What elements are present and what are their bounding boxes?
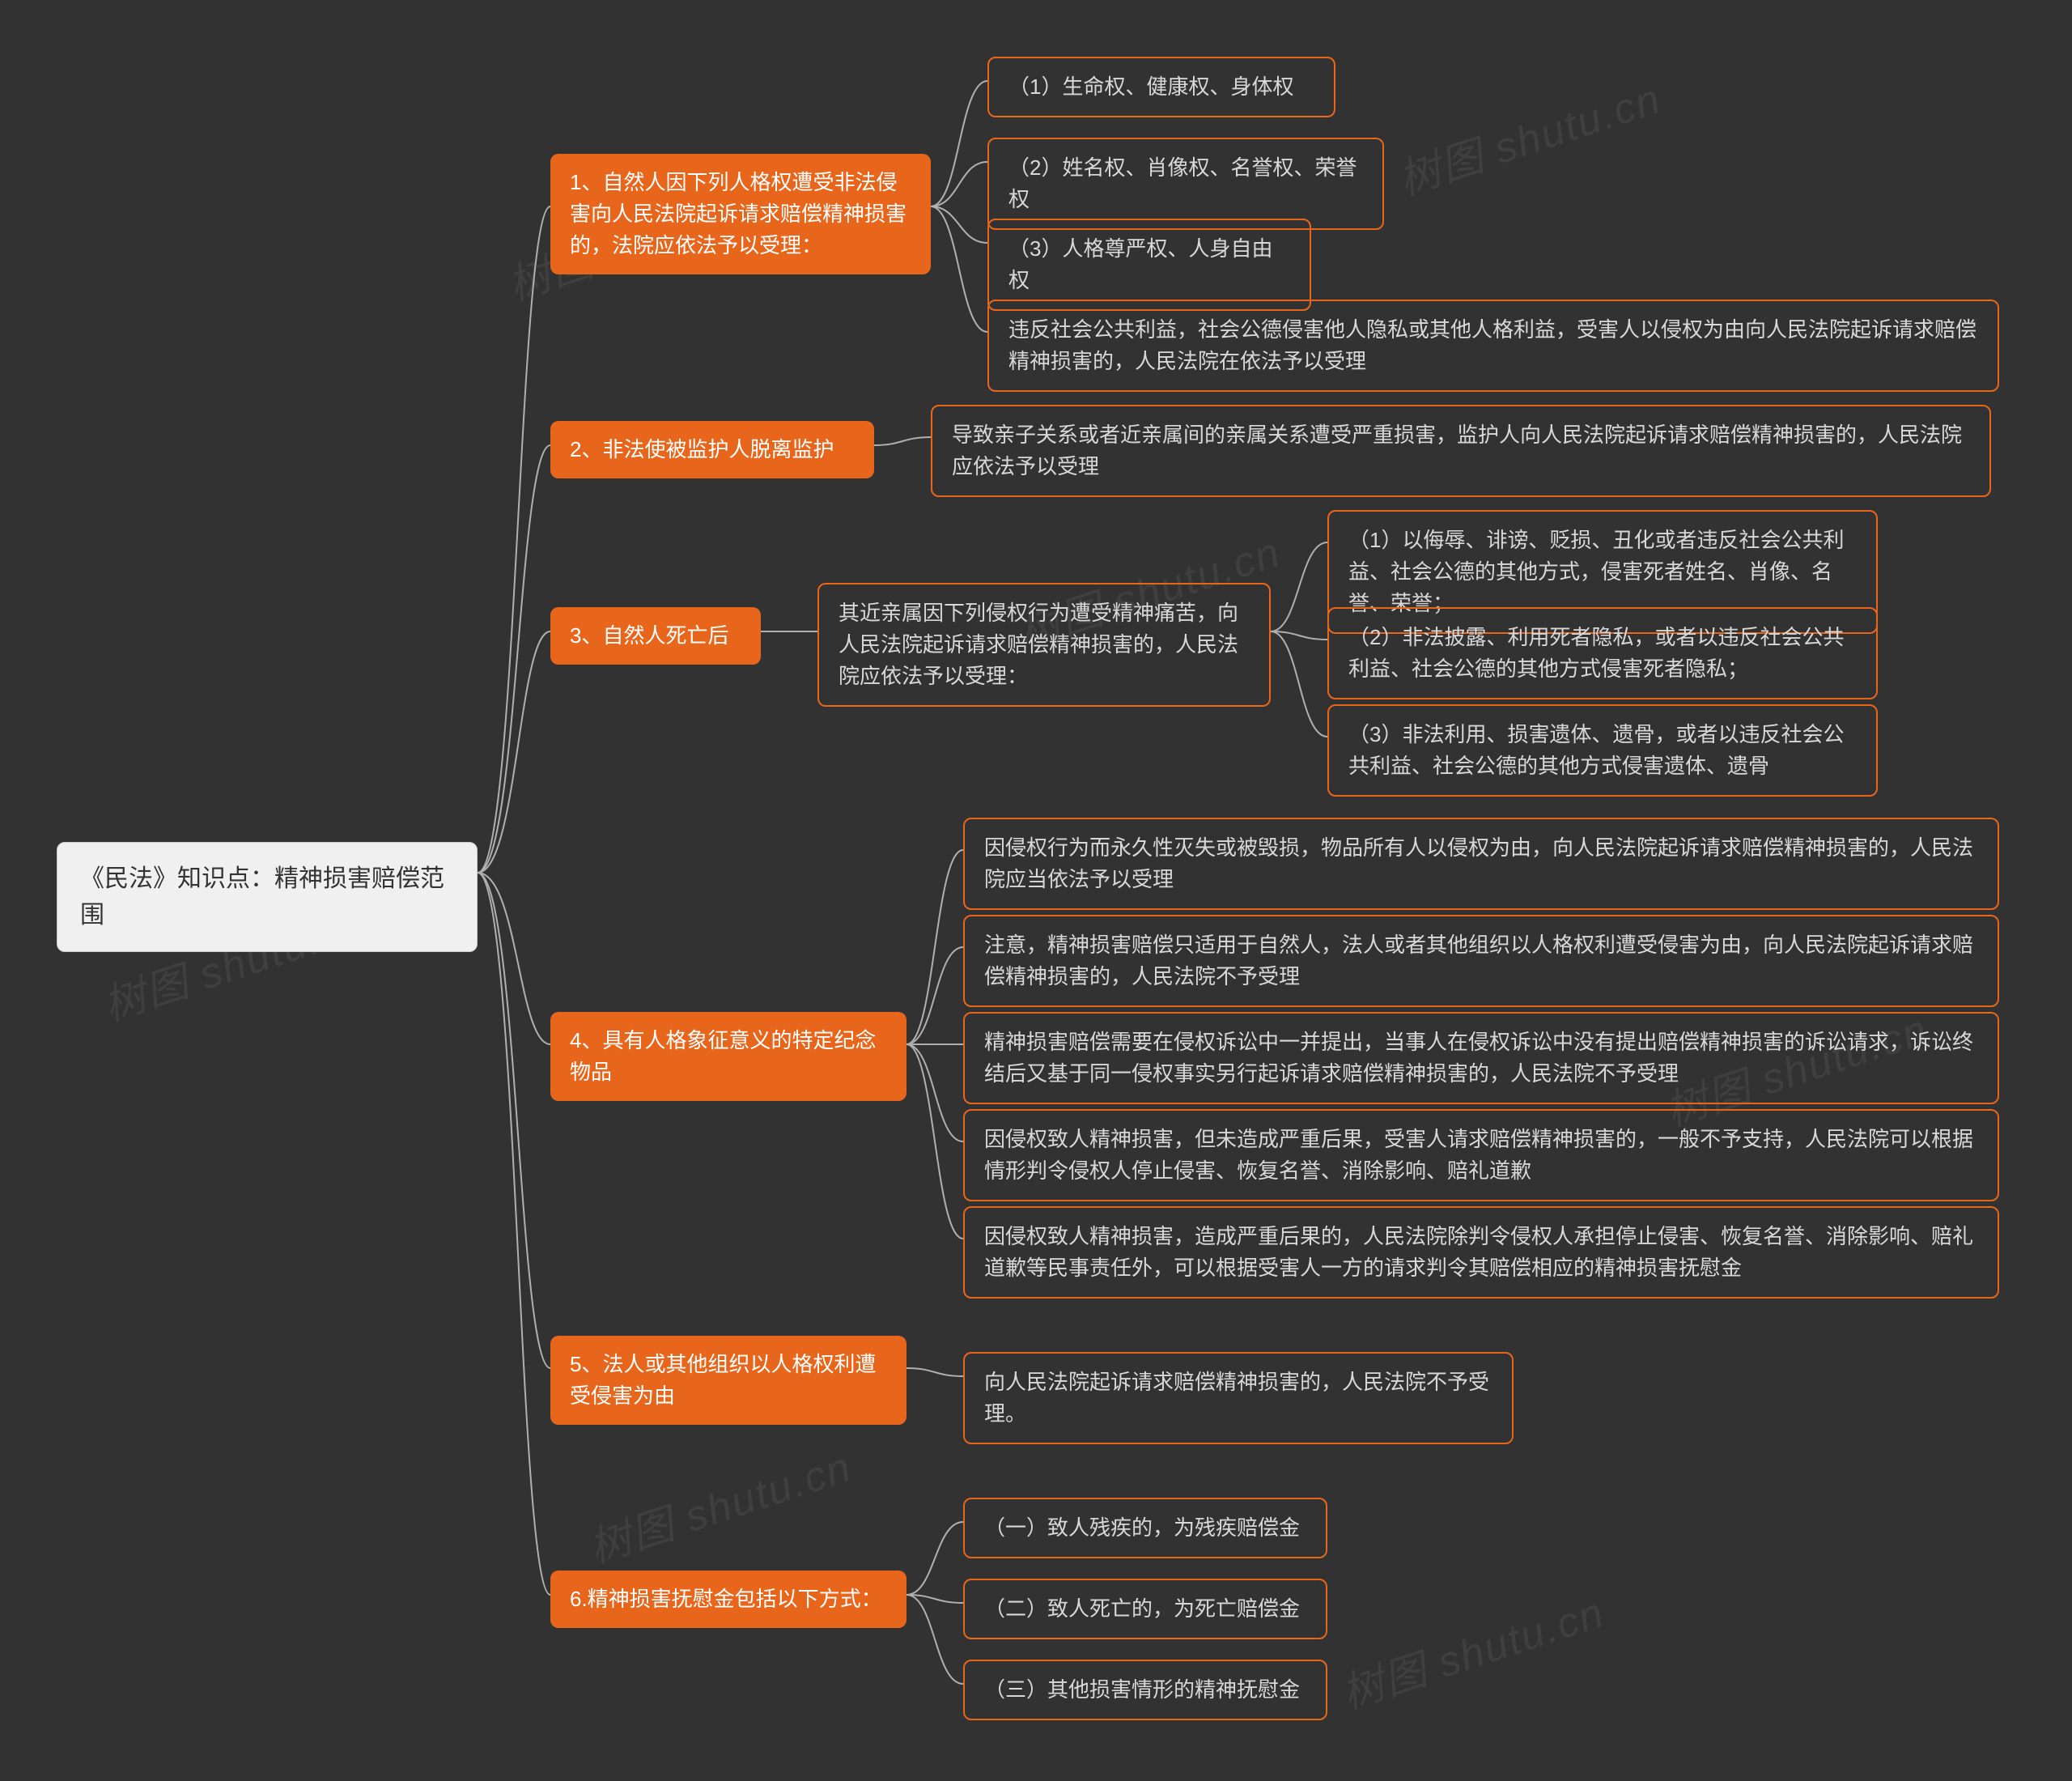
branch-1-child-4[interactable]: 违反社会公共利益，社会公德侵害他人隐私或其他人格利益，受害人以侵权为由向人民法院…: [987, 300, 1999, 392]
branch-4-child-3[interactable]: 精神损害赔偿需要在侵权诉讼中一并提出，当事人在侵权诉讼中没有提出赔偿精神损害的诉…: [963, 1012, 1999, 1104]
branch-6-child-1[interactable]: （一）致人残疾的，为残疾赔偿金: [963, 1498, 1327, 1558]
branch-4-child-5[interactable]: 因侵权致人精神损害，造成严重后果的，人民法院除判令侵权人承担停止侵害、恢复名誉、…: [963, 1206, 1999, 1299]
branch-5-child-1[interactable]: 向人民法院起诉请求赔偿精神损害的，人民法院不予受理。: [963, 1352, 1514, 1444]
watermark: 树图 shutu.cn: [1333, 1579, 1611, 1720]
branch-1-child-1[interactable]: （1）生命权、健康权、身体权: [987, 57, 1335, 117]
branch-6[interactable]: 6.精神损害抚慰金包括以下方式：: [550, 1571, 906, 1628]
branch-6-child-2[interactable]: （二）致人死亡的，为死亡赔偿金: [963, 1579, 1327, 1639]
branch-4[interactable]: 4、具有人格象征意义的特定纪念物品: [550, 1012, 906, 1101]
branch-4-child-2[interactable]: 注意，精神损害赔偿只适用于自然人，法人或者其他组织以人格权利遭受侵害为由，向人民…: [963, 915, 1999, 1007]
branch-5[interactable]: 5、法人或其他组织以人格权利遭受侵害为由: [550, 1336, 906, 1425]
branch-1-child-2[interactable]: （2）姓名权、肖像权、名誉权、荣誉权: [987, 138, 1384, 230]
branch-4-child-1[interactable]: 因侵权行为而永久性灭失或被毁损，物品所有人以侵权为由，向人民法院起诉请求赔偿精神…: [963, 818, 1999, 910]
branch-2-child-1[interactable]: 导致亲子关系或者近亲属间的亲属关系遭受严重损害，监护人向人民法院起诉请求赔偿精神…: [931, 405, 1991, 497]
branch-1[interactable]: 1、自然人因下列人格权遭受非法侵害向人民法院起诉请求赔偿精神损害的，法院应依法予…: [550, 154, 931, 274]
branch-6-child-3[interactable]: （三）其他损害情形的精神抚慰金: [963, 1660, 1327, 1720]
branch-2[interactable]: 2、非法使被监护人脱离监护: [550, 421, 874, 478]
watermark: 树图 shutu.cn: [580, 1433, 859, 1575]
branch-3-mid[interactable]: 其近亲属因下列侵权行为遭受精神痛苦，向人民法院起诉请求赔偿精神损害的，人民法院应…: [817, 583, 1271, 707]
branch-3-child-3[interactable]: （3）非法利用、损害遗体、遗骨，或者以违反社会公共利益、社会公德的其他方式侵害遗…: [1327, 704, 1878, 797]
watermark: 树图 shutu.cn: [1390, 65, 1668, 206]
branch-4-child-4[interactable]: 因侵权致人精神损害，但未造成严重后果，受害人请求赔偿精神损害的，一般不予支持，人…: [963, 1109, 1999, 1201]
branch-1-child-3[interactable]: （3）人格尊严权、人身自由权: [987, 219, 1311, 311]
root-node[interactable]: 《民法》知识点：精神损害赔偿范围: [57, 842, 478, 952]
branch-3[interactable]: 3、自然人死亡后: [550, 607, 761, 665]
branch-3-child-2[interactable]: （2）非法披露、利用死者隐私，或者以违反社会公共利益、社会公德的其他方式侵害死者…: [1327, 607, 1878, 699]
